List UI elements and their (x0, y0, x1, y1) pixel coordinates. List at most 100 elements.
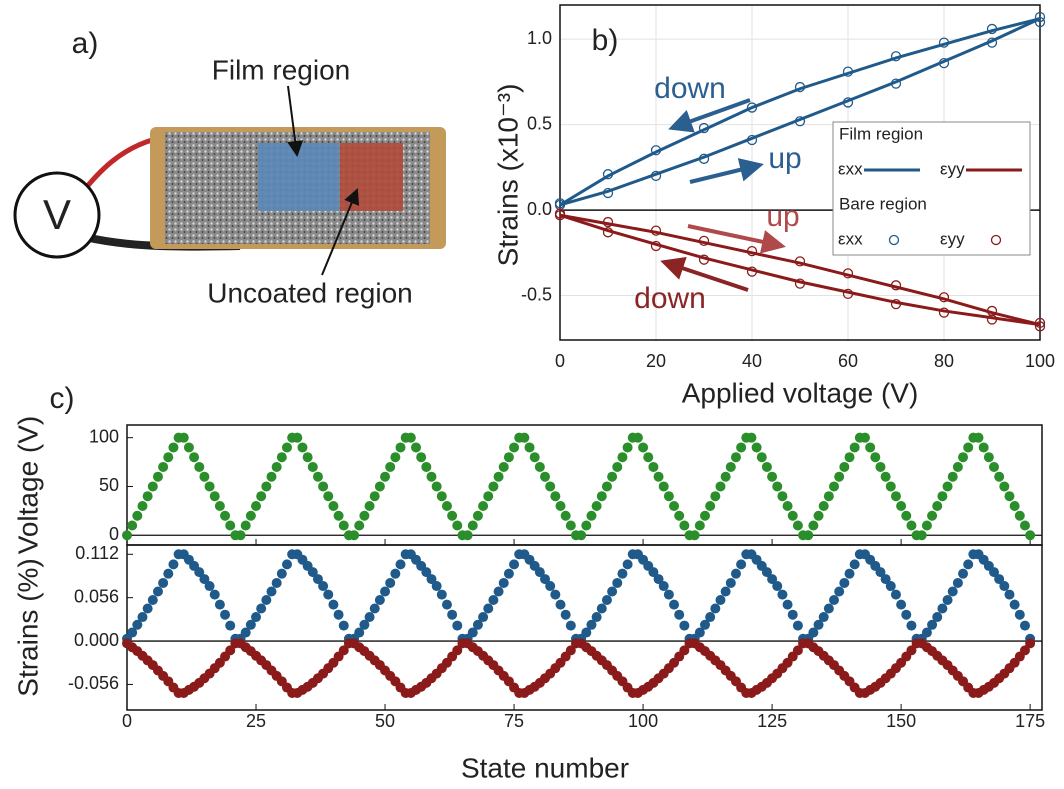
data-point (168, 559, 179, 570)
data-point (524, 442, 535, 453)
annotation-arrow (687, 224, 786, 254)
data-point (509, 559, 520, 570)
data-point (803, 530, 814, 541)
data-point (276, 452, 287, 463)
x-tick-label: 50 (375, 711, 395, 731)
x-tick-label: 75 (504, 711, 524, 731)
data-point (452, 620, 463, 631)
data-point (906, 620, 917, 631)
data-point (829, 595, 840, 605)
data-point (880, 574, 891, 585)
data-point (374, 481, 385, 492)
data-point (503, 452, 514, 463)
data-point (844, 568, 855, 579)
arrow (287, 85, 304, 157)
data-point (896, 500, 907, 511)
data-point (297, 442, 308, 453)
data-point (989, 567, 1000, 578)
data-point (318, 581, 329, 592)
x-tick-label: 60 (838, 351, 858, 371)
x-tick-label: 150 (886, 711, 916, 731)
data-point (1019, 645, 1030, 656)
y-tick-label: 0.5 (527, 113, 552, 133)
data-point (1025, 638, 1036, 649)
data-point (503, 568, 514, 579)
panel-label: b) (592, 24, 619, 57)
x-tick-label: 80 (934, 351, 954, 371)
data-point (519, 432, 530, 443)
data-point (638, 442, 649, 453)
data-point (947, 586, 958, 597)
data-point (127, 520, 138, 531)
data-point (591, 500, 602, 511)
data-point (648, 567, 659, 578)
data-point (199, 574, 210, 585)
data-point (493, 471, 504, 482)
y-tick-label: 0.0 (527, 199, 552, 219)
data-point (225, 520, 236, 531)
data-point (596, 491, 607, 502)
data-point (890, 589, 901, 600)
data-point (751, 442, 762, 453)
data-point (560, 609, 571, 620)
legend-label: εxx (838, 159, 863, 178)
data-point (607, 471, 618, 482)
data-point (999, 481, 1010, 492)
data-point (906, 645, 917, 656)
data-point (390, 568, 401, 579)
strain-point (650, 170, 662, 182)
annotation: down (634, 282, 706, 315)
data-point (338, 645, 349, 656)
data-point (994, 471, 1005, 482)
data-point (1014, 510, 1025, 521)
data-point (679, 520, 690, 531)
data-point (416, 452, 427, 463)
data-point (689, 530, 700, 541)
data-point (958, 452, 969, 463)
x-axis-label: Applied voltage (V) (682, 377, 919, 408)
data-point (534, 567, 545, 578)
data-point (235, 530, 246, 541)
strain-point (698, 235, 710, 247)
annotation: down (654, 72, 726, 105)
data-point (529, 452, 540, 463)
strain-point (746, 134, 758, 146)
data-point (622, 559, 633, 570)
data-point (818, 500, 829, 511)
legend-label: εyy (940, 159, 965, 178)
data-point (787, 609, 798, 620)
data-point (834, 586, 845, 597)
uncoated-label: Uncoated region (207, 277, 412, 308)
data-point (1019, 520, 1030, 531)
data-point (705, 500, 716, 511)
data-point (859, 432, 870, 443)
panel-label: a) (72, 27, 99, 60)
data-point (730, 452, 741, 463)
voltage-source (13, 171, 101, 259)
data-point (122, 530, 132, 541)
data-point (183, 442, 194, 453)
data-point (829, 481, 840, 492)
data-point (643, 452, 654, 463)
strain-line (559, 17, 1041, 207)
data-point (540, 471, 551, 482)
data-point (839, 461, 850, 472)
strain-point (650, 240, 662, 252)
strain-line (559, 213, 1041, 327)
data-point (364, 612, 375, 623)
y-axis-label: Strains (%) (12, 558, 43, 696)
data-point (431, 481, 442, 492)
arrow (321, 188, 360, 276)
strain-point (890, 51, 902, 62)
y-tick-label: 0.112 (75, 543, 119, 563)
device-photo: V a) Film region Uncoated region (13, 27, 446, 308)
data-point (312, 574, 323, 585)
strain-point (842, 268, 854, 279)
data-point (411, 442, 422, 453)
data-point (927, 619, 938, 630)
strain-point (746, 102, 758, 113)
y-tick-label: -0.5 (521, 284, 552, 304)
data-point (565, 645, 576, 656)
data-point (369, 603, 380, 614)
data-point (901, 609, 912, 620)
